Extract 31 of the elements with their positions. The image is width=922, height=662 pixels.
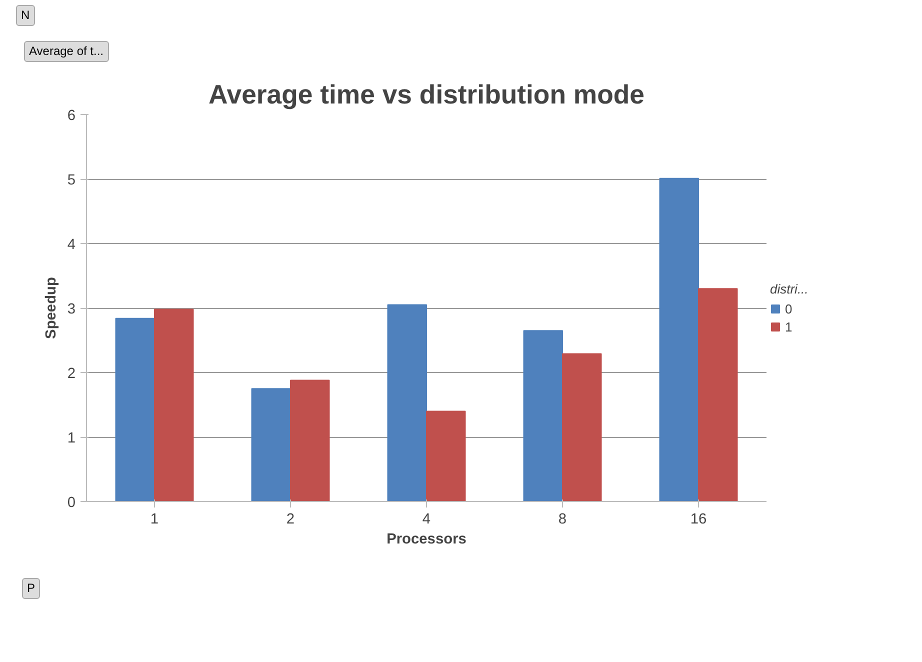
x-tick-label: 4 [422, 512, 431, 528]
bar [251, 388, 291, 502]
bar [387, 304, 427, 502]
y-tick-label: 4 [67, 237, 76, 253]
bar [426, 410, 466, 502]
y-tick-label: 0 [67, 495, 76, 511]
bar [698, 288, 738, 502]
bar [523, 330, 563, 502]
y-tick-label: 6 [67, 108, 76, 124]
bar [154, 308, 194, 502]
text: Average of t... [24, 41, 108, 62]
chart-title: Average time vs distribution mode [208, 80, 644, 110]
y-tick-label: 5 [67, 172, 76, 188]
x-tick-label: 1 [150, 512, 159, 528]
bar [562, 353, 602, 502]
legend-label: 1 [785, 319, 794, 334]
y-tick-label: 1 [67, 430, 76, 446]
text: P [22, 578, 40, 600]
bar [290, 380, 330, 502]
bar [659, 178, 699, 502]
bar [115, 318, 155, 502]
x-axis-title: Processors [386, 532, 466, 548]
y-tick-label: 3 [67, 302, 76, 318]
text: N [16, 5, 35, 26]
x-tick-label: 8 [558, 512, 567, 528]
y-axis-title: Speedup [43, 277, 60, 339]
x-tick-label: 2 [286, 512, 295, 528]
x-tick-label: 16 [690, 512, 707, 528]
y-tick-label: 2 [67, 366, 76, 382]
legend-label: 0 [785, 301, 794, 316]
legend-title: distri... [770, 281, 808, 296]
